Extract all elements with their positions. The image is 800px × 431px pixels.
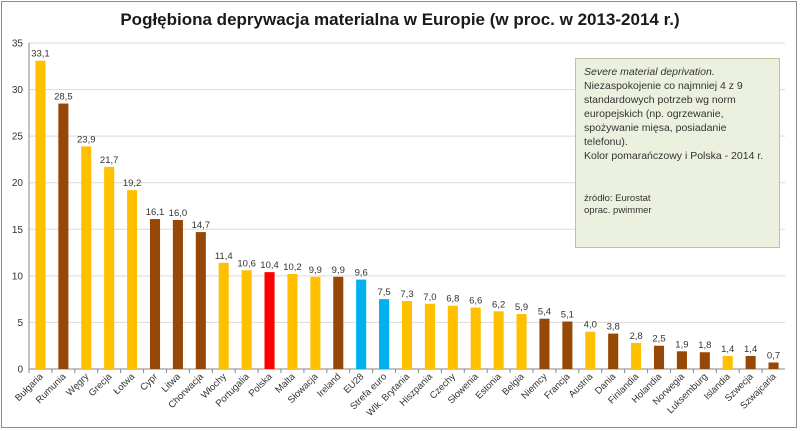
bar [562, 321, 573, 369]
bar [58, 103, 69, 370]
y-tick-label: 15 [12, 225, 24, 236]
data-label: 2,8 [629, 331, 642, 342]
bar [676, 351, 687, 369]
data-label: 10,2 [283, 262, 302, 273]
y-tick-label: 35 [12, 39, 24, 50]
note-line-2: standardowych potrzeb wg norm [584, 94, 736, 106]
data-label: 28,5 [54, 92, 73, 103]
bar [379, 299, 390, 369]
bar [470, 307, 481, 369]
data-label: 11,4 [215, 251, 233, 262]
note-line-1: Niezaspokojenie co najmniej 4 z 9 [584, 80, 743, 92]
bar [585, 331, 596, 369]
data-label: 7,5 [377, 287, 390, 298]
y-tick-label: 0 [17, 365, 23, 376]
data-label: 7,3 [400, 289, 413, 300]
y-tick-label: 25 [12, 132, 24, 143]
data-label: 2,5 [652, 334, 665, 345]
category-label: Estonia [474, 371, 505, 402]
data-label: 14,7 [192, 220, 211, 231]
bar [241, 270, 252, 369]
data-label: 9,9 [309, 265, 322, 276]
data-label: 1,4 [744, 344, 757, 355]
bar [401, 301, 413, 369]
bar [424, 303, 435, 369]
chart-title: Pogłębiona deprywacja materialna w Europ… [120, 10, 680, 29]
bar [516, 314, 527, 369]
note-source-1: źródło: Eurostat [584, 193, 651, 204]
data-label: 16,0 [169, 208, 188, 219]
legend-note-box: Severe material deprivation. Niezaspokoj… [575, 58, 780, 248]
category-label: Francja [542, 371, 573, 402]
data-label: 0,7 [767, 350, 780, 361]
bar [264, 272, 275, 369]
data-label: 4,0 [584, 320, 597, 331]
bar [310, 276, 321, 369]
data-label: 19,2 [123, 178, 142, 189]
bar [172, 219, 183, 369]
bar [333, 276, 344, 369]
data-label: 7,0 [423, 292, 436, 303]
category-label: Cypr [138, 371, 160, 393]
bar [608, 333, 619, 369]
category-label: Łotwa [112, 371, 138, 397]
data-label: 3,8 [607, 322, 620, 333]
data-label: 33,1 [31, 49, 50, 60]
category-label: Austria [567, 371, 596, 400]
data-label: 6,2 [492, 299, 505, 310]
bar [699, 352, 710, 369]
data-label: 5,9 [515, 302, 528, 313]
note-line-6: Kolor pomarańczowy i Polska - 2014 r. [584, 150, 764, 162]
data-label: 9,6 [355, 268, 368, 279]
note-line-4: spożywanie mięsa, posiadanie [584, 122, 727, 134]
data-label: 1,4 [721, 344, 734, 355]
y-tick-label: 10 [12, 271, 24, 282]
note-source-2: oprac. pwimmer [584, 205, 652, 216]
note-source: źródło: Eurostat oprac. pwimmer [584, 193, 771, 217]
bar [287, 273, 298, 369]
data-label: 6,6 [469, 296, 482, 307]
category-label: Polska [247, 371, 275, 399]
data-label: 23,9 [77, 134, 96, 145]
y-tick-label: 5 [17, 318, 23, 329]
note-line-3: europejskich (np. ogrzewanie, [584, 108, 724, 120]
bar [653, 345, 665, 369]
data-label: 9,9 [332, 265, 345, 276]
bar [149, 219, 161, 369]
data-label: 6,8 [446, 294, 459, 305]
data-label: 1,8 [698, 340, 711, 351]
bar [218, 262, 229, 369]
bar [722, 355, 733, 369]
data-label: 21,7 [100, 155, 119, 166]
bar [356, 279, 367, 369]
data-label: 10,4 [260, 260, 279, 271]
bar [745, 355, 756, 369]
data-label: 16,1 [146, 207, 165, 218]
category-label: Węgry [64, 371, 91, 398]
category-label: Ireland [315, 371, 343, 399]
bar [81, 146, 92, 369]
category-label: Grecja [87, 371, 115, 399]
bar [493, 311, 504, 369]
y-tick-label: 20 [12, 178, 24, 189]
bar [35, 60, 46, 369]
bar [195, 232, 206, 369]
note-line-5: telefonu). [584, 136, 628, 148]
note-heading: Severe material deprivation. [584, 66, 715, 78]
bar [539, 318, 550, 369]
bar [768, 362, 779, 369]
y-tick-label: 30 [12, 85, 24, 96]
data-label: 10,6 [237, 258, 256, 269]
bar [127, 190, 138, 369]
bar [447, 305, 458, 369]
data-label: 5,4 [538, 307, 551, 318]
data-label: 1,9 [675, 339, 688, 350]
bar [104, 166, 115, 369]
bar [631, 342, 642, 369]
data-label: 5,1 [561, 309, 574, 320]
